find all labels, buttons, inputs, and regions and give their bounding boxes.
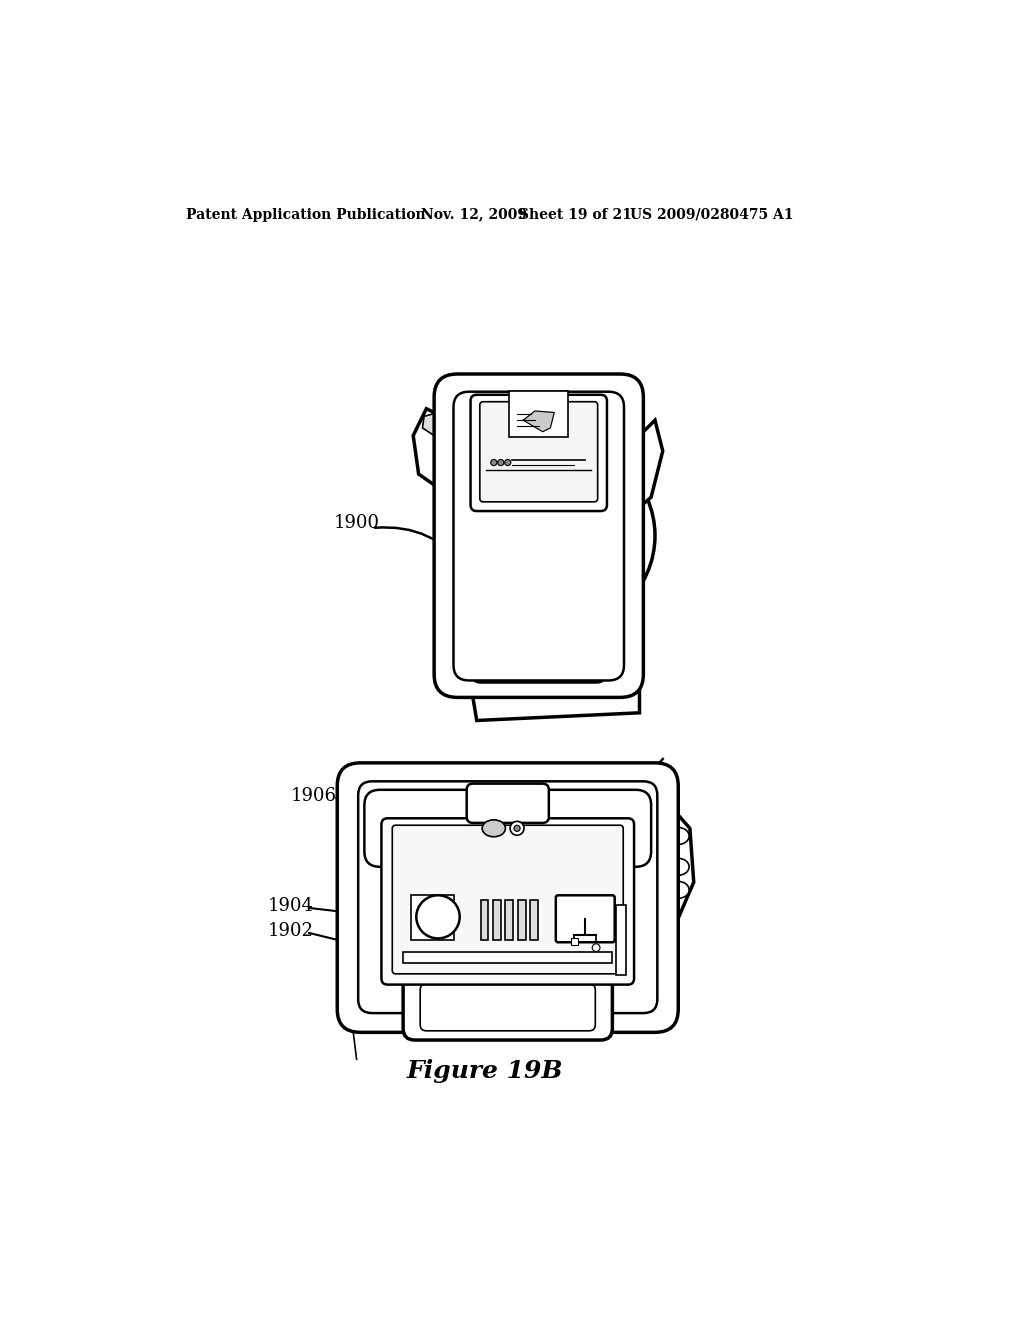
Text: Figure 19B: Figure 19B	[407, 1059, 563, 1082]
Bar	[480, 900, 488, 940]
FancyBboxPatch shape	[467, 784, 549, 822]
Circle shape	[490, 459, 497, 466]
Circle shape	[510, 821, 524, 836]
FancyBboxPatch shape	[365, 789, 651, 867]
Polygon shape	[414, 409, 454, 498]
Polygon shape	[523, 411, 554, 432]
FancyBboxPatch shape	[337, 763, 678, 1032]
FancyBboxPatch shape	[471, 395, 607, 511]
Bar	[616, 906, 626, 974]
Text: US 2009/0280475 A1: US 2009/0280475 A1	[630, 207, 794, 222]
FancyBboxPatch shape	[480, 401, 598, 502]
Polygon shape	[454, 574, 640, 721]
Circle shape	[592, 944, 600, 952]
Bar	[411, 895, 454, 940]
FancyBboxPatch shape	[556, 895, 614, 942]
Ellipse shape	[668, 858, 689, 875]
Text: 1900: 1900	[334, 513, 379, 532]
Bar	[506, 900, 513, 940]
FancyBboxPatch shape	[454, 392, 624, 681]
Text: 1902: 1902	[267, 921, 313, 940]
Bar	[530, 900, 538, 940]
Ellipse shape	[482, 820, 506, 837]
Text: 1904: 1904	[267, 898, 313, 915]
Text: Patent Application Publication: Patent Application Publication	[186, 207, 426, 222]
Polygon shape	[423, 412, 445, 436]
Circle shape	[514, 825, 520, 832]
FancyBboxPatch shape	[434, 374, 643, 697]
Ellipse shape	[668, 882, 689, 899]
FancyBboxPatch shape	[420, 983, 595, 1031]
Text: Nov. 12, 2009: Nov. 12, 2009	[421, 207, 527, 222]
FancyBboxPatch shape	[392, 825, 624, 974]
Circle shape	[417, 895, 460, 939]
Circle shape	[505, 459, 511, 466]
Circle shape	[498, 459, 504, 466]
Bar	[493, 900, 501, 940]
Polygon shape	[349, 894, 385, 970]
Polygon shape	[438, 469, 452, 479]
FancyBboxPatch shape	[381, 818, 634, 985]
Polygon shape	[438, 492, 452, 502]
Ellipse shape	[437, 467, 455, 480]
Text: Sheet 19 of 21: Sheet 19 of 21	[519, 207, 632, 222]
FancyBboxPatch shape	[403, 974, 612, 1040]
FancyBboxPatch shape	[473, 574, 604, 682]
Ellipse shape	[668, 828, 689, 845]
Text: 1906: 1906	[291, 787, 337, 805]
Bar	[571, 939, 578, 945]
Polygon shape	[628, 797, 693, 970]
FancyBboxPatch shape	[358, 781, 657, 1014]
Bar	[518, 900, 525, 940]
Ellipse shape	[436, 490, 455, 506]
Ellipse shape	[438, 436, 655, 636]
Text: Figure 19A: Figure 19A	[372, 763, 527, 787]
Bar	[403, 952, 612, 964]
Bar	[486, 455, 592, 470]
Polygon shape	[624, 420, 663, 520]
Bar	[509, 391, 568, 437]
